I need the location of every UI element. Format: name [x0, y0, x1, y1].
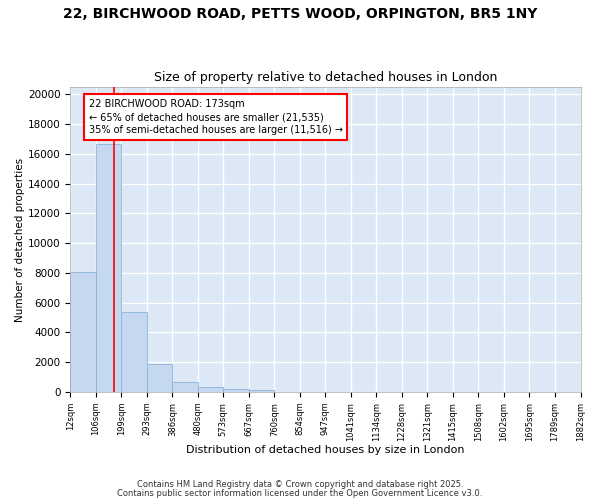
Bar	[172, 382, 198, 392]
Bar	[147, 364, 172, 392]
Bar	[70, 272, 96, 392]
Y-axis label: Number of detached properties: Number of detached properties	[15, 158, 25, 322]
Text: 22 BIRCHWOOD ROAD: 173sqm
← 65% of detached houses are smaller (21,535)
35% of s: 22 BIRCHWOOD ROAD: 173sqm ← 65% of detac…	[89, 99, 343, 136]
Bar	[198, 387, 223, 392]
Bar	[96, 144, 121, 392]
Bar	[249, 390, 274, 392]
Bar	[223, 389, 249, 392]
Bar	[121, 312, 147, 392]
Text: Contains public sector information licensed under the Open Government Licence v3: Contains public sector information licen…	[118, 489, 482, 498]
X-axis label: Distribution of detached houses by size in London: Distribution of detached houses by size …	[186, 445, 464, 455]
Text: 22, BIRCHWOOD ROAD, PETTS WOOD, ORPINGTON, BR5 1NY: 22, BIRCHWOOD ROAD, PETTS WOOD, ORPINGTO…	[63, 8, 537, 22]
Text: Contains HM Land Registry data © Crown copyright and database right 2025.: Contains HM Land Registry data © Crown c…	[137, 480, 463, 489]
Title: Size of property relative to detached houses in London: Size of property relative to detached ho…	[154, 72, 497, 85]
